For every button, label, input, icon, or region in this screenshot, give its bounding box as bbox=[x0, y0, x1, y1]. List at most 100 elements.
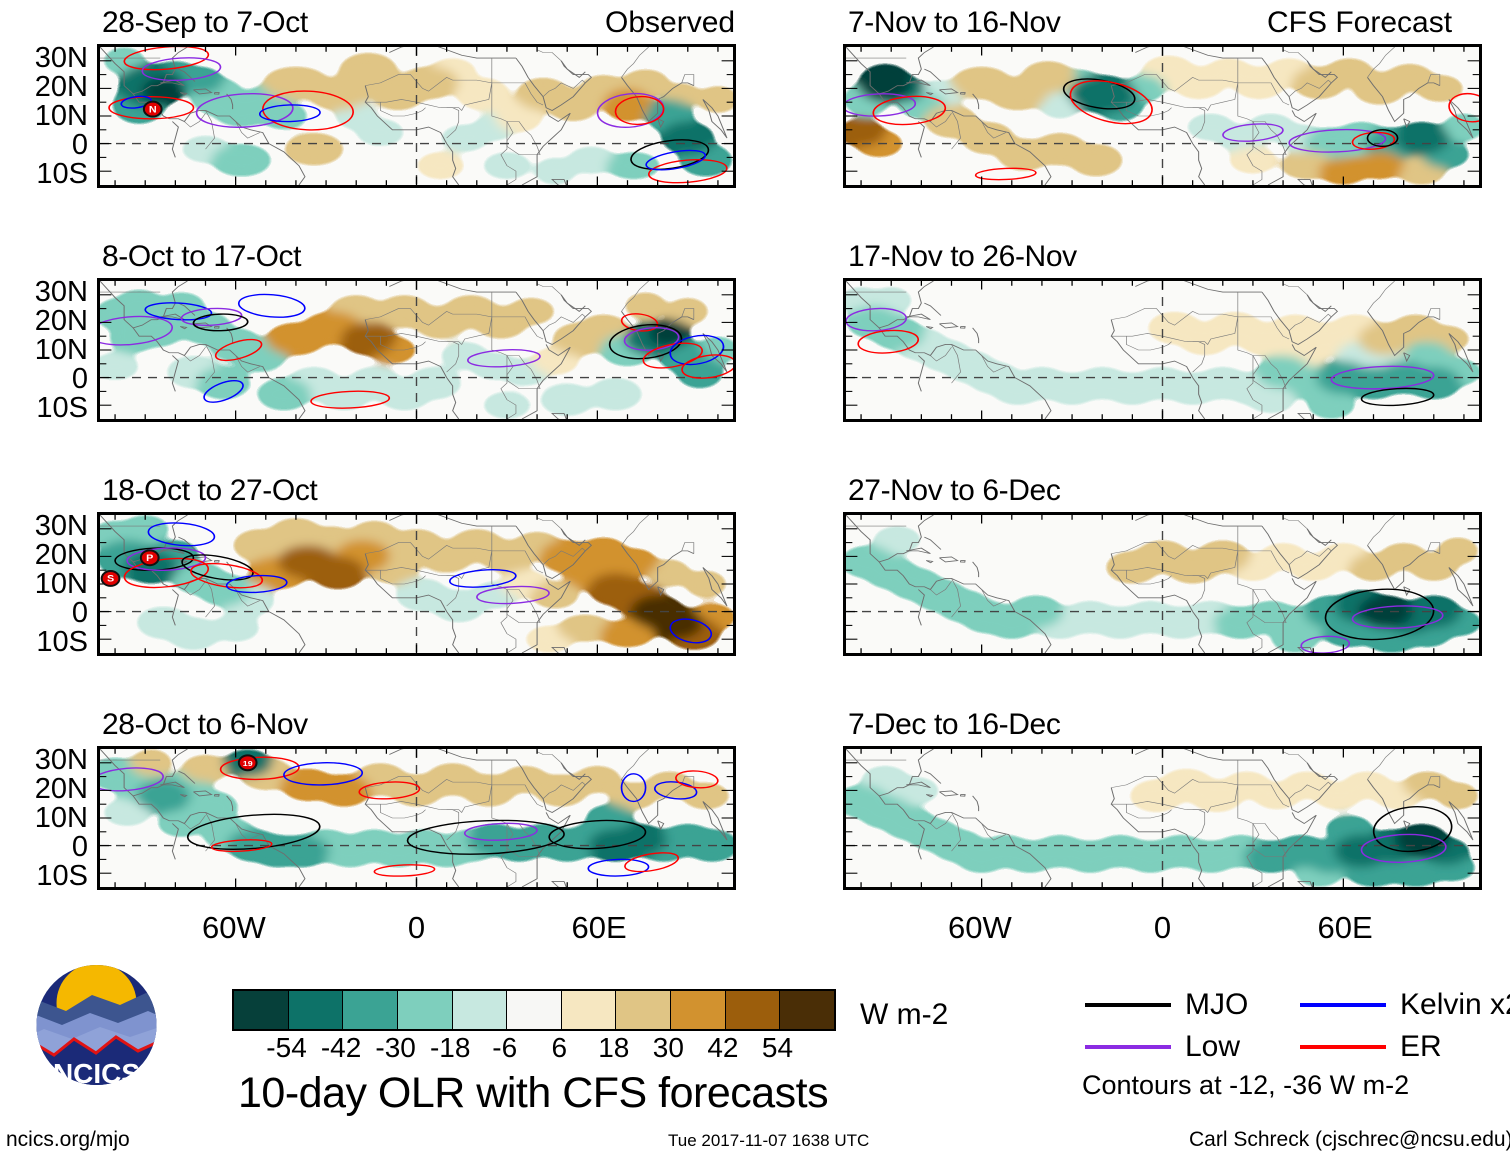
country-borders bbox=[846, 749, 1441, 887]
y-axis-label: 10N bbox=[34, 334, 88, 366]
storm-marker: S bbox=[102, 571, 120, 586]
y-axis-label: 30N bbox=[34, 744, 88, 777]
map-canvas: 19 bbox=[100, 749, 733, 887]
panel-title-obs-4: 28-Oct to 6-Nov bbox=[102, 708, 308, 741]
panel-title-fcs-3: 27-Nov to 6-Dec bbox=[848, 474, 1061, 507]
y-axis-label: 10S bbox=[36, 157, 88, 190]
wave-contours bbox=[114, 522, 713, 644]
coastlines bbox=[100, 47, 728, 185]
country-borders bbox=[100, 515, 695, 653]
y-axis-label: 20N bbox=[34, 773, 88, 806]
y-axis-label: 30N bbox=[34, 510, 88, 543]
storm-marker: 19 bbox=[239, 755, 257, 770]
ncics-logo[interactable]: NCICS bbox=[20, 963, 173, 1094]
colorbar-swatch bbox=[288, 991, 344, 1029]
map-panel-fcs-4[interactable] bbox=[843, 746, 1482, 890]
olr-anomaly-shading bbox=[846, 286, 1479, 419]
country-borders bbox=[846, 281, 1441, 419]
colorbar bbox=[232, 989, 836, 1031]
map-panel-obs-4[interactable]: 19 bbox=[97, 746, 736, 890]
colorbar-units: W m-2 bbox=[860, 998, 949, 1031]
coastlines bbox=[846, 515, 1474, 653]
legend-line-swatch bbox=[1085, 1003, 1171, 1007]
panel-ticks bbox=[100, 281, 733, 419]
map-panel-obs-1[interactable]: N bbox=[97, 44, 736, 188]
y-axis-label: 10N bbox=[34, 802, 88, 834]
storm-marker-label: 19 bbox=[243, 760, 253, 768]
wave-contours bbox=[108, 47, 728, 184]
map-canvas: PS bbox=[100, 515, 733, 653]
panel-ticks bbox=[846, 281, 1479, 419]
map-canvas bbox=[846, 281, 1479, 419]
map-panel-fcs-3[interactable] bbox=[843, 512, 1482, 656]
map-panel-obs-2[interactable] bbox=[97, 278, 736, 422]
colorbar-swatch bbox=[780, 991, 835, 1029]
legend-label: Low bbox=[1185, 1030, 1241, 1063]
colorbar-swatch bbox=[452, 991, 508, 1029]
colorbar-tick-label: 30 bbox=[652, 1032, 684, 1063]
legend-line-swatch bbox=[1085, 1045, 1171, 1049]
panel-title-obs-1: 28-Sep to 7-Oct bbox=[102, 6, 308, 39]
storm-marker: N bbox=[144, 102, 162, 117]
legend-entry-low[interactable]: Low bbox=[1085, 1032, 1240, 1062]
coastlines bbox=[846, 281, 1474, 419]
y-axis-label: 10S bbox=[36, 625, 88, 658]
legend-label: ER bbox=[1400, 1030, 1442, 1063]
x-axis-label: 0 bbox=[1153, 910, 1172, 945]
map-canvas bbox=[100, 281, 733, 419]
country-borders bbox=[846, 515, 1441, 653]
panel-title-fcs-4: 7-Dec to 16-Dec bbox=[848, 708, 1061, 741]
y-axis-label: 30N bbox=[34, 42, 88, 75]
panel-title-obs-3: 18-Oct to 27-Oct bbox=[102, 474, 318, 507]
wave-contours bbox=[1300, 588, 1444, 653]
coastlines bbox=[100, 515, 728, 653]
coastlines bbox=[846, 47, 1474, 185]
panel-ticks bbox=[846, 749, 1479, 887]
country-borders bbox=[100, 281, 695, 419]
panel-title-obs-2: 8-Oct to 17-Oct bbox=[102, 240, 302, 273]
y-axis-label: 10N bbox=[34, 100, 88, 132]
map-panel-fcs-2[interactable] bbox=[843, 278, 1482, 422]
colorbar-swatch bbox=[234, 991, 289, 1029]
y-axis-label: 0 bbox=[71, 596, 88, 629]
panel-ticks bbox=[846, 47, 1479, 185]
y-axis-label: 10S bbox=[36, 859, 88, 892]
y-axis-label: 20N bbox=[34, 539, 88, 572]
panel-title-fcs-2: 17-Nov to 26-Nov bbox=[848, 240, 1077, 273]
wave-contours bbox=[100, 293, 733, 409]
panel-ticks bbox=[846, 515, 1479, 653]
main-title: 10-day OLR with CFS forecasts bbox=[238, 1069, 829, 1117]
panel-ticks bbox=[100, 47, 733, 185]
storm-marker-label: P bbox=[146, 554, 154, 564]
country-borders bbox=[100, 47, 695, 185]
legend-label: Kelvin x2 bbox=[1400, 988, 1510, 1021]
map-canvas: N bbox=[100, 47, 733, 185]
footer-link[interactable]: ncics.org/mjo bbox=[6, 1128, 130, 1151]
y-axis-label: 10N bbox=[34, 568, 88, 600]
column-header-observed: Observed bbox=[605, 6, 736, 39]
legend-entry-er[interactable]: ER bbox=[1300, 1032, 1442, 1062]
map-panel-fcs-1[interactable] bbox=[843, 44, 1482, 188]
colorbar-tick-label: -54 bbox=[266, 1032, 307, 1063]
colorbar-tick-label: -42 bbox=[320, 1032, 362, 1063]
wave-contours bbox=[1360, 806, 1453, 863]
legend-entry-kelvin-x2[interactable]: Kelvin x2 bbox=[1300, 990, 1510, 1020]
legend-label: MJO bbox=[1185, 988, 1249, 1021]
x-axis-label: 60E bbox=[1317, 910, 1373, 945]
x-axis-label: 60E bbox=[571, 910, 627, 945]
storm-marker-label: S bbox=[107, 574, 115, 584]
colorbar-swatch bbox=[507, 991, 562, 1029]
colorbar-swatch bbox=[616, 991, 672, 1029]
country-borders bbox=[100, 749, 695, 887]
olr-anomaly-shading bbox=[100, 515, 733, 653]
wave-contours bbox=[846, 78, 1479, 181]
legend-entry-mjo[interactable]: MJO bbox=[1085, 990, 1248, 1020]
y-axis-label: 20N bbox=[34, 71, 88, 104]
coastlines bbox=[100, 281, 728, 419]
country-borders bbox=[846, 47, 1441, 185]
colorbar-swatch bbox=[671, 991, 726, 1029]
y-axis-label: 30N bbox=[34, 276, 88, 309]
olr-anomaly-shading bbox=[846, 55, 1479, 185]
y-axis-label: 0 bbox=[71, 362, 88, 395]
